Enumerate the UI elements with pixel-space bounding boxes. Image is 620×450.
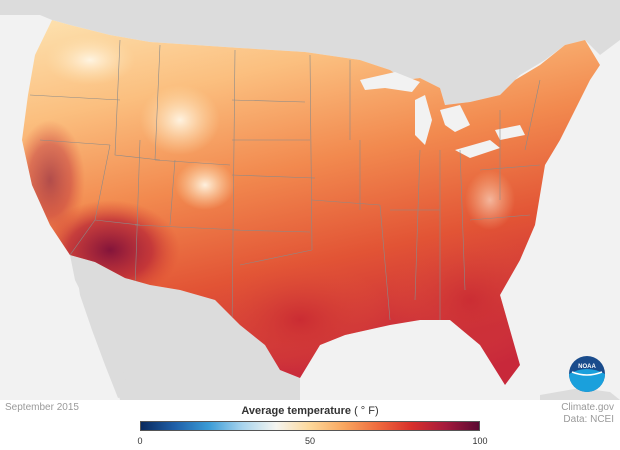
color-scale-bar <box>140 421 480 431</box>
credit-block: Climate.gov Data: NCEI <box>561 402 614 426</box>
mexico-landmass <box>70 255 300 400</box>
credit-source: Climate.gov <box>561 402 614 413</box>
colorado-cool-zone <box>175 160 235 210</box>
legend-title: Average temperature ( ° F) <box>140 405 480 417</box>
rockies-cool-zone <box>140 85 220 155</box>
credit-data: Data: NCEI <box>563 414 614 425</box>
footer: September 2015 Average temperature ( ° F… <box>0 400 620 450</box>
legend-unit: ( ° F) <box>354 405 379 417</box>
canada-landmass <box>0 0 620 105</box>
northwest-cool-zone <box>45 35 135 85</box>
baja-peninsula <box>75 262 130 398</box>
state-borders <box>29 39 541 331</box>
appalachian-cool-zone <box>465 170 515 230</box>
scale-tick-mid: 50 <box>304 436 316 446</box>
great-lakes <box>360 72 525 158</box>
caribbean-landmass <box>540 388 620 400</box>
noaa-logo-text: NOAA <box>578 364 596 370</box>
legend-title-text: Average temperature <box>241 405 351 417</box>
scale-tick-max: 100 <box>472 436 488 446</box>
date-label: September 2015 <box>5 402 79 413</box>
temperature-map: NOAA <box>0 0 620 400</box>
scale-tick-min: 0 <box>137 436 143 446</box>
noaa-logo: NOAA <box>569 356 605 392</box>
